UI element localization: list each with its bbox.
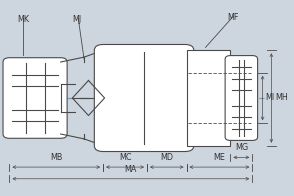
Text: MH: MH [275, 93, 288, 103]
Text: MF: MF [228, 13, 239, 22]
Text: MD: MD [161, 153, 173, 162]
Text: MK: MK [17, 15, 29, 24]
Text: MI: MI [265, 93, 274, 103]
Text: MJ: MJ [72, 15, 81, 24]
Text: MB: MB [50, 153, 63, 162]
Text: MG: MG [235, 143, 248, 152]
FancyBboxPatch shape [94, 44, 194, 152]
Text: ME: ME [214, 153, 225, 162]
FancyBboxPatch shape [225, 56, 258, 140]
FancyBboxPatch shape [3, 58, 67, 138]
Bar [186, 50, 230, 146]
Text: MA: MA [125, 165, 137, 174]
Text: MC: MC [119, 153, 131, 162]
